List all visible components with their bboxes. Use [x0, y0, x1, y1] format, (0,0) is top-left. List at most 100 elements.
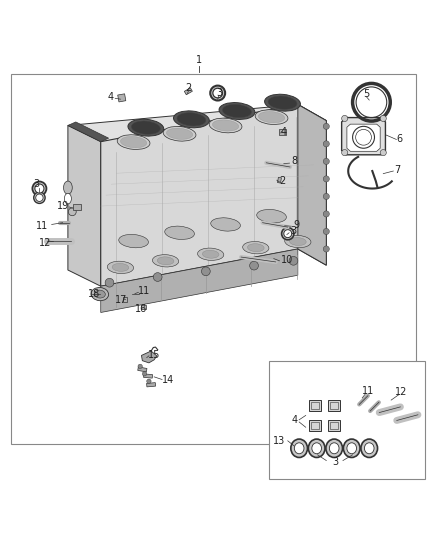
Bar: [330, 422, 338, 429]
Ellipse shape: [223, 104, 251, 118]
Ellipse shape: [177, 112, 206, 126]
Ellipse shape: [255, 110, 288, 125]
Text: 11: 11: [362, 386, 374, 397]
Bar: [118, 94, 126, 102]
Text: 14: 14: [162, 375, 174, 385]
Circle shape: [36, 194, 43, 201]
Ellipse shape: [285, 236, 311, 248]
Ellipse shape: [64, 181, 72, 194]
Circle shape: [147, 379, 151, 383]
Ellipse shape: [209, 118, 242, 133]
Circle shape: [213, 88, 223, 98]
Text: 4: 4: [291, 415, 297, 425]
Circle shape: [32, 182, 46, 196]
Ellipse shape: [329, 443, 339, 454]
Ellipse shape: [128, 119, 164, 136]
Ellipse shape: [347, 443, 357, 454]
Ellipse shape: [198, 248, 224, 261]
Ellipse shape: [107, 261, 134, 273]
Text: 11: 11: [138, 286, 151, 296]
Text: 9: 9: [293, 220, 299, 230]
Text: 15: 15: [148, 350, 161, 360]
Ellipse shape: [364, 443, 374, 454]
Bar: [11, 74, 416, 444]
Polygon shape: [342, 118, 385, 155]
Bar: [73, 204, 81, 209]
Ellipse shape: [120, 136, 147, 148]
Circle shape: [342, 150, 348, 156]
Ellipse shape: [343, 439, 360, 457]
Ellipse shape: [219, 102, 255, 119]
Circle shape: [250, 261, 258, 270]
Text: 4: 4: [281, 127, 287, 137]
Bar: [309, 419, 321, 431]
Bar: [269, 361, 425, 479]
Text: 3: 3: [290, 227, 297, 237]
Circle shape: [323, 158, 329, 165]
Bar: [311, 422, 319, 429]
Ellipse shape: [166, 128, 193, 139]
Circle shape: [138, 364, 142, 368]
Ellipse shape: [157, 257, 174, 265]
Circle shape: [153, 273, 162, 281]
Bar: [330, 402, 338, 409]
Circle shape: [142, 372, 147, 376]
Circle shape: [282, 228, 294, 240]
Ellipse shape: [308, 439, 325, 457]
Text: 6: 6: [396, 134, 403, 144]
Ellipse shape: [247, 244, 264, 252]
Ellipse shape: [312, 443, 321, 454]
Text: 2: 2: [279, 176, 286, 186]
Bar: [309, 400, 321, 411]
Circle shape: [34, 192, 45, 204]
Ellipse shape: [202, 251, 219, 258]
Polygon shape: [141, 351, 157, 363]
Text: 16: 16: [135, 304, 148, 314]
Circle shape: [323, 229, 329, 235]
Ellipse shape: [212, 120, 239, 131]
Circle shape: [35, 184, 44, 193]
Ellipse shape: [64, 193, 71, 204]
Ellipse shape: [258, 111, 285, 123]
Ellipse shape: [91, 287, 109, 301]
Text: 19: 19: [57, 201, 69, 211]
Bar: [328, 419, 340, 431]
Polygon shape: [68, 104, 326, 142]
Circle shape: [323, 176, 329, 182]
Ellipse shape: [119, 235, 148, 248]
Ellipse shape: [257, 209, 286, 223]
Circle shape: [323, 123, 329, 130]
Circle shape: [342, 115, 348, 122]
Bar: [184, 88, 192, 95]
Ellipse shape: [173, 111, 209, 128]
Text: 7: 7: [394, 165, 400, 175]
Text: 12: 12: [39, 238, 51, 248]
Text: 3: 3: [216, 87, 222, 98]
Ellipse shape: [163, 126, 196, 141]
Ellipse shape: [243, 241, 269, 254]
Circle shape: [323, 246, 329, 252]
Bar: [311, 402, 319, 409]
Circle shape: [210, 86, 225, 101]
Bar: [144, 374, 152, 378]
Circle shape: [323, 193, 329, 199]
Text: 5: 5: [364, 90, 370, 99]
Bar: [328, 400, 340, 411]
Circle shape: [380, 150, 386, 156]
Ellipse shape: [291, 439, 307, 457]
Circle shape: [105, 278, 114, 287]
Polygon shape: [101, 249, 298, 312]
Ellipse shape: [326, 439, 343, 457]
Text: 12: 12: [395, 387, 407, 397]
Polygon shape: [68, 125, 101, 286]
Bar: [123, 297, 127, 302]
Circle shape: [289, 256, 298, 265]
Circle shape: [323, 211, 329, 217]
Circle shape: [323, 141, 329, 147]
Text: 17: 17: [115, 295, 127, 305]
Text: 18: 18: [88, 289, 100, 299]
Ellipse shape: [265, 94, 300, 111]
Ellipse shape: [117, 135, 150, 149]
Ellipse shape: [290, 238, 306, 246]
Text: 3: 3: [33, 179, 39, 189]
